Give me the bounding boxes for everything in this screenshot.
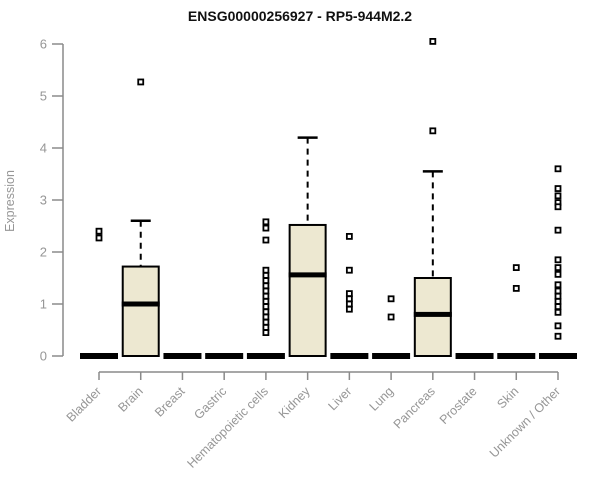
flat-box-skin: [497, 353, 536, 359]
outlier-point: [262, 303, 270, 311]
y-tick-label: 0: [40, 349, 47, 364]
outlier-point: [554, 192, 562, 200]
x-category-label: Unknown / Other: [487, 384, 563, 460]
x-category-label: Prostate: [437, 384, 480, 427]
outlier-point: [262, 271, 270, 279]
x-category-label: Bladder: [64, 384, 104, 424]
outlier-point: [345, 232, 353, 240]
outlier-point: [262, 297, 270, 305]
x-category-label: Hematopoietic cells: [184, 384, 271, 471]
flat-box-breast: [163, 353, 202, 359]
outlier-point: [95, 234, 103, 242]
x-category-label: Breast: [152, 384, 188, 420]
flat-box-lung: [372, 353, 411, 359]
outlier-point: [262, 292, 270, 300]
outlier-point: [345, 290, 353, 298]
x-category-label: Gastric: [191, 384, 229, 422]
y-tick-label: 3: [40, 193, 47, 208]
outlier-point: [554, 226, 562, 234]
outlier-point: [554, 270, 562, 278]
y-tick-label: 5: [40, 89, 47, 104]
box-kidney: [288, 223, 327, 357]
outlier-point: [554, 292, 562, 300]
outlier-point: [262, 277, 270, 285]
outlier-point: [262, 323, 270, 331]
outlier-point: [262, 313, 270, 321]
flat-box-liver: [330, 353, 369, 359]
x-category-label: Kidney: [276, 384, 313, 421]
outlier-point: [554, 297, 562, 305]
y-tick-label: 1: [40, 297, 47, 312]
outlier-point: [554, 287, 562, 295]
outlier-point: [512, 264, 520, 272]
outlier-point: [345, 295, 353, 303]
outlier-point: [262, 308, 270, 316]
box-pancreas: [413, 277, 452, 357]
outlier-point: [345, 305, 353, 313]
median-line: [121, 301, 160, 307]
outlier-point: [387, 295, 395, 303]
outlier-point: [554, 185, 562, 192]
outlier-point: [262, 287, 270, 295]
outlier-point: [554, 308, 562, 316]
x-category-label: Liver: [325, 384, 354, 413]
outlier-point: [554, 303, 562, 311]
outlier-point: [387, 313, 395, 321]
outlier-point: [262, 318, 270, 326]
median-line: [288, 272, 327, 278]
y-tick-label: 6: [40, 37, 47, 52]
outlier-point: [554, 322, 562, 330]
outlier-point: [345, 266, 353, 274]
flat-box-unknown-other: [539, 353, 577, 359]
outlier-point: [554, 264, 562, 272]
outlier-point: [345, 300, 353, 308]
box-brain: [121, 265, 160, 357]
flat-box-hematopoietic-cells: [246, 353, 285, 359]
median-line: [413, 311, 452, 317]
y-tick-label: 4: [40, 141, 47, 156]
outlier-point: [429, 38, 437, 45]
y-axis-label: Expression: [3, 170, 17, 232]
outlier-point: [137, 78, 145, 86]
x-category-label: Brain: [115, 384, 146, 415]
outlier-point: [262, 329, 270, 337]
outlier-point: [262, 236, 270, 244]
outlier-point: [262, 218, 270, 226]
outlier-point: [429, 127, 437, 135]
outlier-point: [554, 332, 562, 340]
flat-box-gastric: [205, 353, 244, 359]
outlier-point: [95, 227, 103, 235]
outlier-point: [512, 284, 520, 292]
outlier-point: [262, 266, 270, 274]
plot-area: 0 1 2 3 4 5 6 Bladder Brain Breast GastricHematopo…: [40, 37, 577, 471]
outlier-point: [554, 256, 562, 264]
x-category-label: Skin: [494, 384, 521, 411]
outlier-point: [262, 282, 270, 290]
outlier-point: [262, 224, 270, 232]
flat-box-bladder: [80, 353, 118, 359]
outlier-point: [554, 281, 562, 289]
chart-title: ENSG00000256927 - RP5-944M2.2: [188, 8, 412, 24]
outlier-point: [554, 165, 562, 173]
x-category-label: Pancreas: [391, 384, 438, 431]
flat-box-prostate: [455, 353, 494, 359]
outlier-point: [554, 203, 562, 211]
x-category-label: Lung: [367, 384, 397, 414]
y-tick-label: 2: [40, 245, 47, 260]
